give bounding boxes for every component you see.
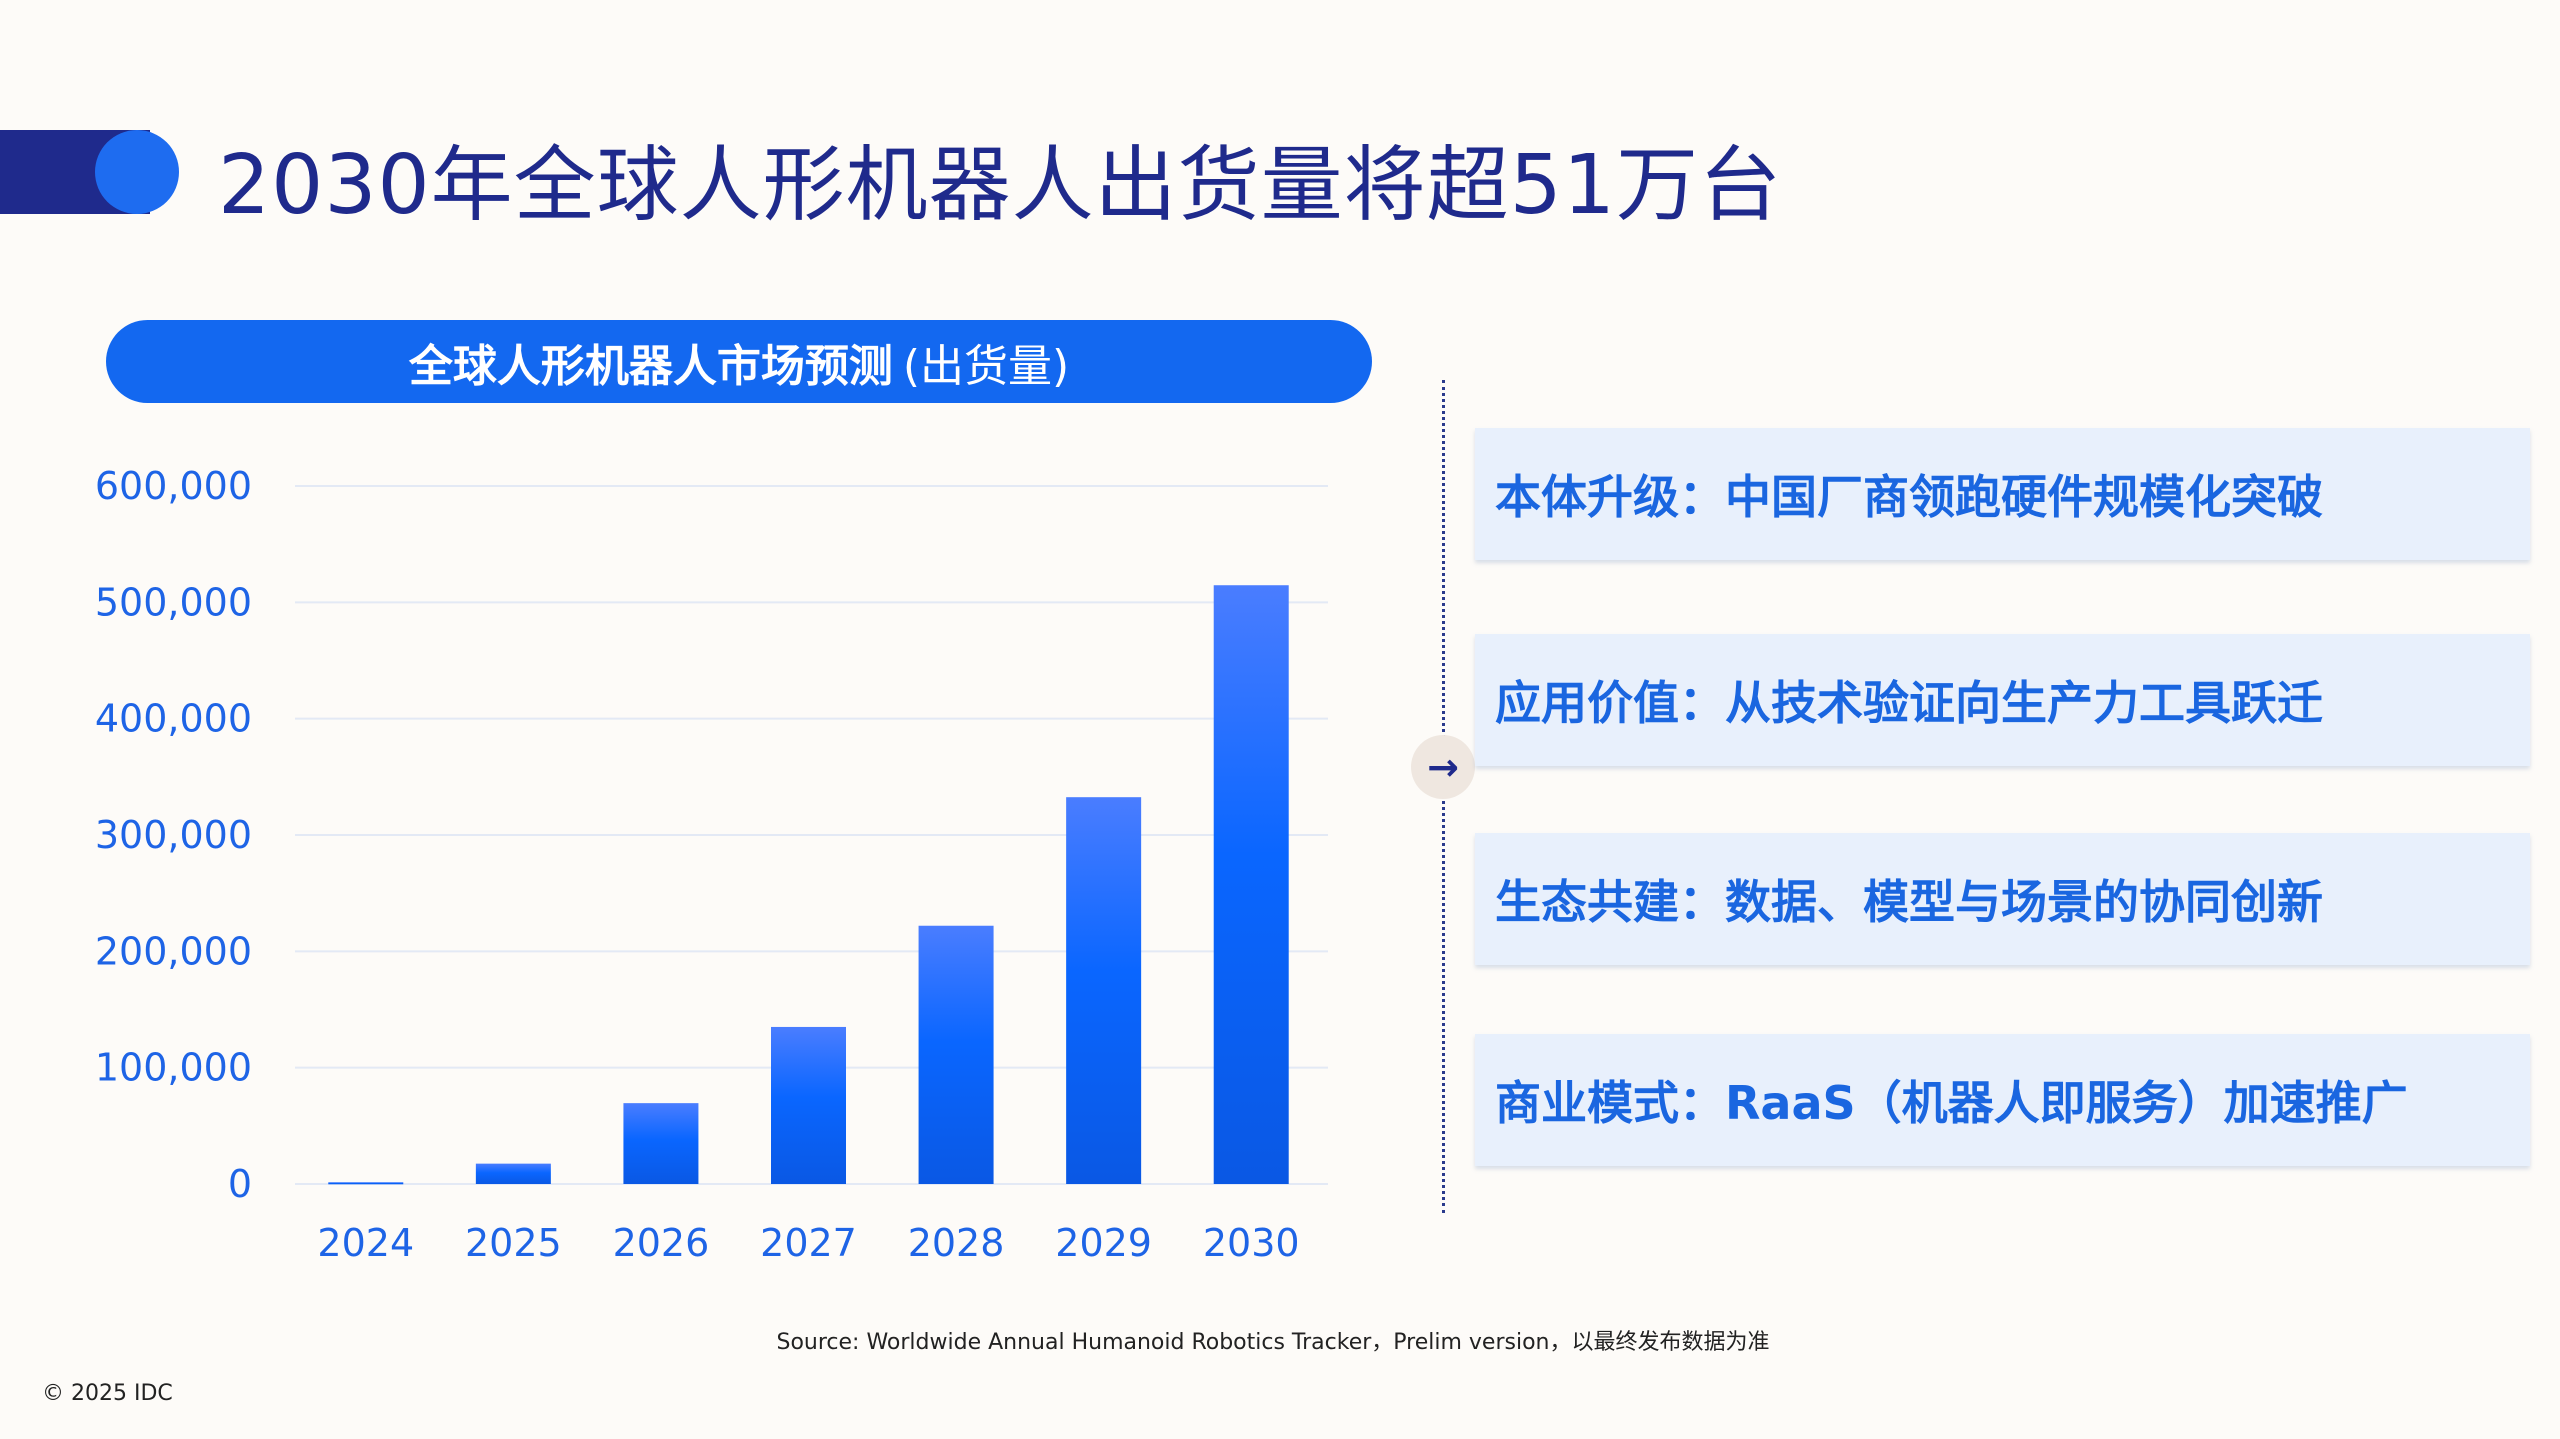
bar-2028	[918, 925, 994, 1184]
x-tick-label: 2027	[760, 1221, 857, 1265]
bar-2027	[771, 1026, 846, 1184]
y-tick-label: 400,000	[95, 697, 252, 741]
chart-header: 全球人形机器人市场预测 (出货量)	[106, 320, 1372, 403]
y-tick-label: 0	[228, 1162, 252, 1206]
x-tick-label: 2029	[1055, 1221, 1152, 1265]
y-tick-label: 100,000	[95, 1046, 252, 1090]
bar-2024	[328, 1182, 404, 1185]
x-tick-label: 2028	[908, 1221, 1005, 1265]
source-note: Source: Worldwide Annual Humanoid Roboti…	[776, 1330, 1770, 1355]
x-tick-label: 2026	[613, 1221, 710, 1265]
x-tick-label: 2025	[465, 1221, 562, 1265]
bar-2030	[1213, 585, 1289, 1184]
copyright: © 2025 IDC	[42, 1381, 173, 1406]
x-tick-label: 2024	[317, 1221, 414, 1265]
bar-2025	[475, 1163, 551, 1184]
y-tick-label: 300,000	[95, 813, 252, 857]
title-decoration-circle	[95, 130, 179, 214]
card-business-model: 商业模式：RaaS（机器人即服务）加速推广	[1475, 1034, 2530, 1166]
card-application-value: 应用价值：从技术验证向生产力工具跃迁	[1475, 634, 2530, 766]
arrow-right-icon: →	[1411, 735, 1475, 799]
chart-header-sub: (出货量)	[902, 340, 1070, 392]
bar-2029	[1066, 797, 1142, 1184]
bar-2026	[623, 1103, 699, 1184]
y-tick-label: 500,000	[95, 580, 252, 624]
y-tick-label: 200,000	[95, 929, 252, 973]
page-title: 2030年全球人形机器人出货量将超51万台	[218, 138, 1783, 233]
card-body-upgrade: 本体升级：中国厂商领跑硬件规模化突破	[1475, 428, 2530, 560]
x-tick-label: 2030	[1203, 1221, 1300, 1265]
card-ecosystem: 生态共建：数据、模型与场景的协同创新	[1475, 833, 2530, 965]
bar-chart: 0 100,000 200,000 300,000 400,000 500,000 600,…	[95, 464, 1328, 1265]
y-tick-label: 600,000	[95, 464, 252, 508]
chart-header-main: 全球人形机器人市场预测	[408, 340, 893, 392]
